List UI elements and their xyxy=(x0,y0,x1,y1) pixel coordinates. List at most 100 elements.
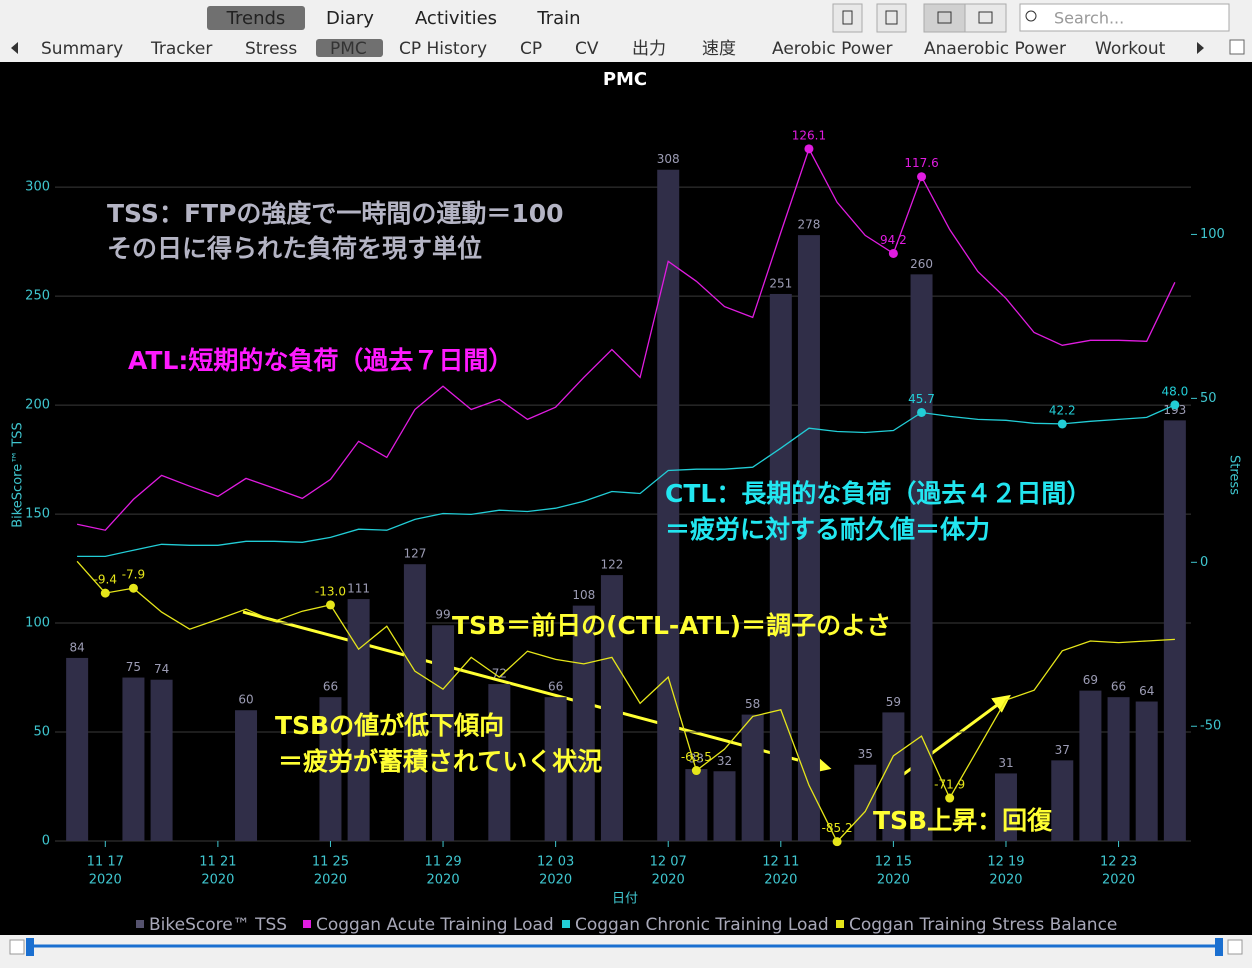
close-icon[interactable] xyxy=(1229,39,1245,55)
point-label: 94.2 xyxy=(880,233,907,247)
legend-label: Coggan Chronic Training Load xyxy=(575,915,829,935)
icon xyxy=(937,11,952,24)
bottom-button[interactable] xyxy=(876,3,907,33)
scroll-right[interactable] xyxy=(1197,42,1204,54)
legend-swatch xyxy=(562,920,570,928)
bar-label: 58 xyxy=(745,697,760,711)
x-tick-year: 2020 xyxy=(314,873,347,888)
point xyxy=(691,766,701,776)
bar-label: 59 xyxy=(886,695,901,709)
chart-title: PMC xyxy=(603,69,647,90)
tile-view-button[interactable] xyxy=(964,3,1007,33)
active-subtab xyxy=(316,39,383,57)
bar-label: 66 xyxy=(1111,680,1126,694)
bar-label: 84 xyxy=(70,640,85,654)
legend-label: Coggan Training Stress Balance xyxy=(849,915,1117,935)
bar xyxy=(882,712,905,841)
tab[interactable]: Train xyxy=(536,8,580,29)
annotation: その日に得られた負荷を現す単位 xyxy=(107,234,482,263)
subtab[interactable]: CP xyxy=(520,39,542,59)
tab[interactable]: Activities xyxy=(415,8,497,29)
annotation: TSS：FTPの強度で一時間の運動＝100 xyxy=(107,199,564,228)
bar xyxy=(1051,760,1074,841)
sidebar-button[interactable] xyxy=(832,3,863,33)
range-handle[interactable] xyxy=(1215,938,1223,956)
x-tick-year: 2020 xyxy=(764,873,797,888)
point-label: -7.9 xyxy=(122,568,145,582)
bar-label: 75 xyxy=(126,660,141,674)
scrollbar-area xyxy=(0,935,1252,968)
x-tick-label: 11 17 xyxy=(87,855,124,870)
bar-label: 66 xyxy=(323,680,338,694)
x-tick-year: 2020 xyxy=(989,873,1022,888)
range-left[interactable] xyxy=(9,939,25,955)
annotation: ＝疲労に対する耐久値＝体力 xyxy=(665,515,990,544)
bar-label: 31 xyxy=(998,756,1013,770)
point xyxy=(100,588,110,598)
range-right[interactable] xyxy=(1227,939,1243,955)
bar-label: 60 xyxy=(238,693,253,707)
legend-label: BikeScore™ TSS xyxy=(149,915,287,935)
y-tick-label: 150 xyxy=(25,507,50,522)
bar-label: 69 xyxy=(1083,673,1098,687)
bar xyxy=(403,564,426,841)
x-tick-label: 11 25 xyxy=(312,855,349,870)
y-tick-label: 100 xyxy=(25,616,50,631)
point xyxy=(804,144,814,154)
icon xyxy=(842,10,853,25)
annotation: ATL:短期的な負荷（過去７日間） xyxy=(128,346,513,375)
range-handle[interactable] xyxy=(26,938,34,956)
point xyxy=(1170,400,1180,410)
bar xyxy=(741,714,764,841)
bar xyxy=(432,625,455,841)
bar-label: 127 xyxy=(403,547,426,561)
active-tab xyxy=(207,6,305,30)
subtab[interactable]: Aerobic Power xyxy=(772,39,892,59)
subtab[interactable]: Tracker xyxy=(150,39,212,59)
y2-tick-label: 100 xyxy=(1200,227,1225,242)
subtab[interactable]: PMC xyxy=(330,39,367,59)
point-label: 45.7 xyxy=(908,392,935,406)
bar-label: 66 xyxy=(548,680,563,694)
point-label: -85.2 xyxy=(822,821,853,835)
search-box[interactable] xyxy=(1019,3,1230,32)
bar xyxy=(769,293,792,841)
subtab[interactable]: 速度 xyxy=(702,39,736,59)
subtab[interactable]: CV xyxy=(575,39,599,59)
bar-label: 99 xyxy=(435,608,450,622)
y2-axis-label: Stress xyxy=(1227,455,1242,495)
subtab[interactable]: Workout xyxy=(1095,39,1166,59)
bar xyxy=(347,599,370,841)
search-placeholder: Search... xyxy=(1054,9,1124,28)
subtab[interactable]: Summary xyxy=(41,39,123,59)
x-tick-label: 11 29 xyxy=(424,855,461,870)
tab-view-button[interactable] xyxy=(923,3,966,33)
icon xyxy=(978,11,993,24)
x-tick-year: 2020 xyxy=(539,873,572,888)
bar-label: 260 xyxy=(910,257,933,271)
bar-label: 35 xyxy=(858,747,873,761)
tab[interactable]: Diary xyxy=(326,8,374,29)
bar xyxy=(1079,690,1102,841)
annotation: ＝疲労が蓄積されていく状況 xyxy=(278,747,602,776)
subtab[interactable]: Anaerobic Power xyxy=(924,39,1066,59)
subtab[interactable]: CP History xyxy=(399,39,487,59)
bar xyxy=(600,575,623,841)
line xyxy=(76,560,1175,843)
legend-swatch xyxy=(303,920,311,928)
line xyxy=(76,147,1176,531)
bar-label: 111 xyxy=(347,582,370,596)
x-tick-label: 12 07 xyxy=(650,855,687,870)
tab[interactable]: Trends xyxy=(226,8,286,29)
subtab[interactable]: 出力 xyxy=(632,39,666,59)
bar xyxy=(122,677,145,841)
x-tick-label: 12 11 xyxy=(762,855,799,870)
scroll-left[interactable] xyxy=(11,42,18,54)
x-tick-label: 12 15 xyxy=(875,855,912,870)
point xyxy=(888,248,898,258)
point xyxy=(832,837,842,847)
bar-label: 193 xyxy=(1163,403,1186,417)
subtab[interactable]: Stress xyxy=(245,39,297,59)
bar xyxy=(572,605,595,841)
